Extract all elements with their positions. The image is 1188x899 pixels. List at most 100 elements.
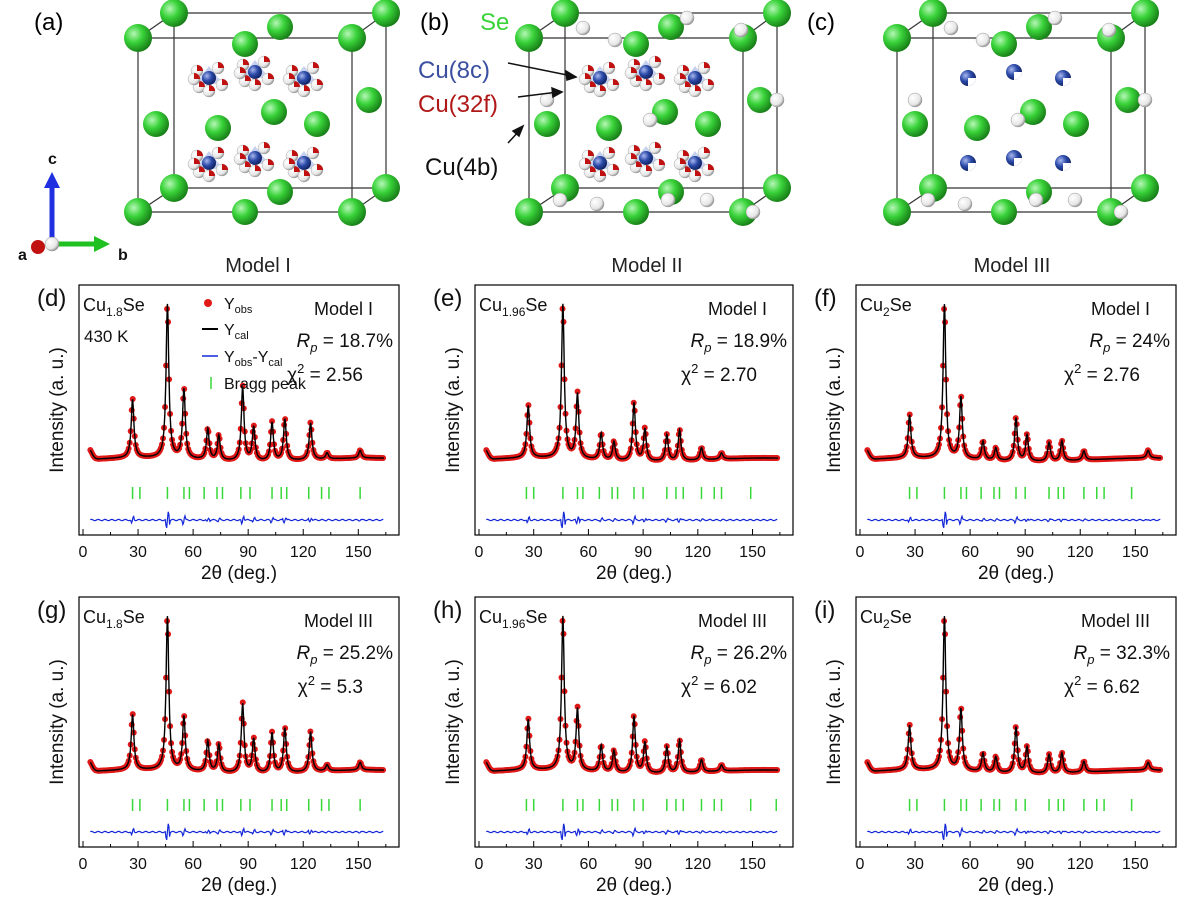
plot-frame [474,596,794,848]
se-atom [747,87,773,113]
se-atom [232,199,258,225]
x-tick-label: 90 [634,544,652,561]
legend-se: Se [480,9,509,36]
y-axis-label: Intensity (a. u.) [47,347,68,473]
se-atom [205,115,231,141]
cu4b-atom [733,22,749,38]
ycal-line [866,304,1161,461]
panel-tag: (g) [37,597,66,624]
cu32f-occupancy [600,170,606,176]
cu4b-atom [1113,204,1129,220]
se-atom [964,115,990,141]
sample-label: Cu1.96Se [479,607,547,631]
cu32f-occupancy [683,150,689,156]
cu32f-occupancy [634,145,640,151]
xrd-panel-i: 0 30 60 90 120 150 2θ (deg.) Intensity (a. u.) (… [814,596,1177,896]
x-tick-label: 0 [475,856,484,873]
x-tick-label: 120 [290,544,317,561]
model-label: Model III [304,611,373,631]
se-atom [883,24,911,52]
cu32f-occupancy [222,79,228,85]
plot-frame [855,596,1177,848]
cu4b-atom [975,32,991,48]
xrd-panel-d: 0 30 60 90 120 150 2θ (deg.) Intensity (a. u.) (… [37,284,400,584]
x-tick-label: 120 [290,856,317,873]
se-atom [372,0,400,27]
caption-model-i: Model I [225,255,291,277]
yobs-point [906,411,913,418]
se-atom [1131,0,1159,27]
ycal-line [866,616,1161,773]
x-tick-label: 120 [1067,856,1094,873]
sample-label: Cu2Se [860,607,912,631]
difference-line [867,823,1161,841]
cu32f-occupancy [585,73,591,79]
difference-line [90,823,384,841]
cu32f-occupancy [636,75,642,81]
panel-tag-c: (c) [807,9,835,36]
cu32f-occupancy [289,73,295,79]
panel-tag: (h) [433,597,462,624]
se-atom [338,198,366,226]
cu4b-atom [957,196,973,212]
cu4b-atom [679,10,695,26]
cu4b-atom [1101,22,1117,38]
se-atom [160,0,188,27]
cu32f-occupancy [683,65,689,71]
cu8c-atom [593,71,607,85]
legend-cu32f: Cu(32f) [418,91,498,118]
x-tick-label: 0 [856,544,865,561]
cu32f-occupancy [680,73,686,79]
difference-line [867,511,1161,529]
cu32f-occupancy [613,164,619,170]
cu4b-atom [1010,112,1026,128]
panel-tag-a: (a) [34,9,63,36]
axis-label-a: a [18,247,27,264]
cu32f-occupancy [655,56,661,62]
legend-ycal: Y [224,322,235,339]
cu8c-vacancy [1063,78,1071,86]
rp-label: Rp = 25.2% [297,643,394,667]
cu4b-atom [769,92,785,108]
cu32f-occupancy [294,166,300,172]
chi2-label: χ2 = 2.56 [287,361,363,386]
cu32f-occupancy [636,161,642,167]
x-tick-label: 0 [79,544,88,561]
cu32f-occupancy [209,170,215,176]
se-atom [1020,99,1046,125]
se-atom [729,198,757,226]
yobs-point [525,402,532,409]
yobs-point [525,715,532,722]
cu32f-occupancy [194,158,200,164]
cu4b-atom [589,196,605,212]
yobs-point [129,396,136,403]
x-tick-label: 90 [1016,856,1034,873]
cu8c-atom [688,71,702,85]
cu32f-occupancy [218,62,224,68]
structure-panels: (a) (b) (c) Model I Model II Model III S… [18,0,1159,277]
se-atom [991,31,1017,57]
panel-tag: (i) [814,597,835,624]
cu32f-occupancy [304,85,310,91]
x-tick-label: 60 [184,544,202,561]
cu32f-occupancy [704,62,710,68]
cu32f-occupancy [289,158,295,164]
cu8c-vacancy [1063,163,1071,171]
cu32f-occupancy [685,81,691,87]
cu32f-occupancy [304,170,310,176]
x-tick-label: 30 [129,856,147,873]
svg-text:Yobs: Yobs [224,296,253,316]
x-tick-label: 150 [345,856,372,873]
unit-cell-model-i [124,0,400,226]
cu4b-atom [920,192,936,208]
legend-diff-a-sub: obs [235,357,253,369]
axis-label-b: b [118,247,128,264]
yobs-point [574,703,581,710]
se-atom [1131,174,1159,202]
ycal-line [485,303,779,461]
se-atom [1097,198,1125,226]
cu32f-occupancy [240,153,246,159]
legend-cu4b: Cu(4b) [425,154,498,181]
se-atom [160,174,188,202]
x-tick-label: 60 [961,856,979,873]
